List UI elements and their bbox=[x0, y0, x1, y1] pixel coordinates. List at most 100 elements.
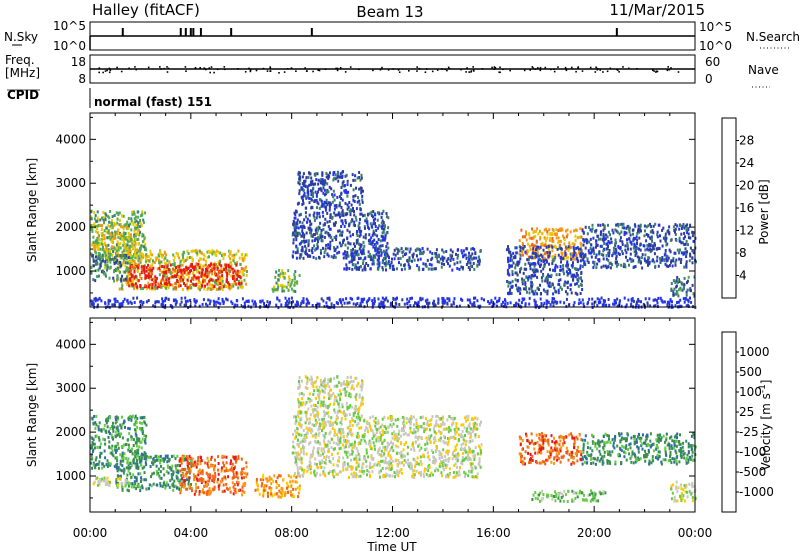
nave-dot bbox=[668, 68, 671, 71]
power-cell bbox=[672, 259, 675, 263]
power-cell bbox=[349, 208, 352, 212]
power-cell bbox=[232, 274, 235, 278]
power-cell bbox=[666, 254, 669, 258]
velocity-cell bbox=[140, 456, 143, 460]
power-cell bbox=[201, 280, 204, 284]
power-cell bbox=[625, 231, 628, 235]
power-cell bbox=[422, 262, 425, 266]
velocity-cell bbox=[143, 465, 146, 469]
power-cell bbox=[647, 234, 650, 238]
velocity-cell bbox=[108, 462, 111, 466]
power-cell bbox=[291, 254, 294, 258]
power-cell bbox=[177, 252, 180, 256]
power-cell bbox=[92, 247, 95, 251]
velocity-cell bbox=[116, 427, 119, 431]
power-cell bbox=[339, 233, 341, 237]
power-cell bbox=[324, 180, 327, 184]
power-cell bbox=[215, 263, 217, 267]
power-cell bbox=[508, 263, 511, 267]
power-cell bbox=[576, 236, 579, 240]
power-cell bbox=[590, 255, 593, 259]
nave-dot bbox=[312, 70, 314, 73]
velocity-cell bbox=[114, 444, 117, 448]
power-cell bbox=[117, 261, 119, 265]
power-cell bbox=[472, 303, 475, 307]
velocity-cell bbox=[106, 459, 109, 463]
power-cell bbox=[176, 273, 179, 277]
velocity-cell bbox=[144, 454, 147, 458]
power-cell bbox=[511, 279, 514, 283]
power-cell bbox=[664, 252, 667, 256]
power-cell bbox=[542, 260, 545, 264]
power-cell bbox=[509, 259, 512, 263]
power-cell bbox=[312, 183, 315, 186]
power-cell bbox=[409, 297, 412, 300]
power-cell bbox=[634, 249, 637, 252]
power-cell bbox=[317, 187, 320, 191]
power-cell bbox=[618, 301, 621, 305]
power-cell bbox=[369, 222, 372, 226]
nave-dot bbox=[116, 66, 118, 69]
power-cell bbox=[150, 274, 153, 278]
power-cell bbox=[569, 288, 572, 291]
nave-dot bbox=[203, 67, 205, 69]
power-cell bbox=[101, 270, 104, 274]
power-cell bbox=[584, 225, 587, 229]
power-cell bbox=[529, 255, 532, 259]
power-cell bbox=[310, 189, 313, 193]
velocity-cell bbox=[176, 454, 179, 458]
power-cell bbox=[383, 238, 386, 242]
power-cell bbox=[320, 229, 323, 232]
power-cell bbox=[549, 236, 552, 240]
power-cell bbox=[200, 257, 203, 261]
velocity-cell bbox=[94, 458, 97, 462]
power-cell bbox=[357, 224, 360, 228]
power-cell bbox=[553, 286, 556, 290]
power-cell bbox=[321, 239, 324, 243]
power-cell bbox=[166, 284, 168, 288]
power-cell bbox=[240, 253, 243, 257]
power-cell bbox=[462, 249, 465, 253]
power-cell bbox=[125, 222, 128, 226]
power-cell bbox=[125, 269, 128, 273]
power-cell bbox=[591, 302, 594, 306]
power-cell bbox=[672, 279, 675, 283]
velocity-cell bbox=[171, 454, 173, 458]
power-cell bbox=[531, 274, 534, 277]
power-cell bbox=[130, 217, 133, 221]
power-cell bbox=[635, 251, 638, 255]
power-cell bbox=[143, 245, 146, 249]
power-cell bbox=[597, 237, 600, 241]
power-cell bbox=[301, 221, 304, 225]
power-cell bbox=[655, 247, 658, 251]
power-cell bbox=[419, 252, 421, 256]
velocity-cell bbox=[145, 478, 147, 482]
power-cell bbox=[407, 258, 410, 262]
power-cell bbox=[120, 225, 123, 229]
power-cell bbox=[575, 282, 578, 286]
power-cell bbox=[351, 267, 354, 271]
power-cell bbox=[358, 226, 361, 230]
power-cell bbox=[675, 258, 678, 262]
power-cell bbox=[426, 258, 429, 262]
power-cell bbox=[95, 251, 98, 255]
power-cell bbox=[546, 251, 549, 254]
power-cell bbox=[334, 177, 337, 181]
power-cell bbox=[684, 242, 687, 246]
power-cell bbox=[578, 235, 581, 239]
power-cell bbox=[607, 258, 610, 262]
power-cell bbox=[138, 233, 141, 237]
velocity-cell bbox=[103, 438, 106, 442]
nave-dot bbox=[286, 68, 289, 70]
power-cell bbox=[217, 297, 220, 301]
power-cell bbox=[378, 224, 381, 228]
power-cell bbox=[99, 218, 102, 222]
power-cell bbox=[655, 298, 658, 302]
power-cell bbox=[372, 218, 375, 222]
power-cell bbox=[333, 204, 336, 208]
velocity-cell bbox=[103, 427, 105, 431]
power-cell bbox=[691, 261, 694, 265]
power-cell bbox=[125, 225, 128, 229]
velocity-cell bbox=[134, 414, 137, 418]
power-cell bbox=[314, 190, 317, 194]
